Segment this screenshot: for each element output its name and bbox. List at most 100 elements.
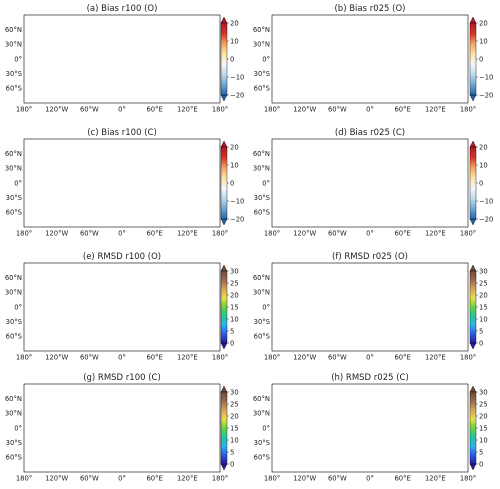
colorbar-body [469,270,477,344]
lon-label: 60°E [394,230,410,238]
lon-label: 0° [366,475,374,483]
lat-label: 0° [14,303,22,311]
lon-label: 120°W [293,475,316,483]
colorbar-tick: 20 [479,291,488,299]
lon-label: 120°E [177,475,198,483]
lat-label: 0° [14,55,22,63]
lat-label: 60°N [5,26,22,34]
colorbar-extend-min [469,94,477,102]
colorbar-tick: 20 [230,291,239,299]
colorbar-extend-max [469,385,477,393]
lon-label: 180° [264,230,280,238]
lat-label: 60°N [253,150,270,158]
colorbar-bias: 20 10 0 −10 −20 [469,16,493,102]
lat-label: 60°N [5,395,22,403]
colorbar-tick: 25 [479,279,488,287]
lat-label: 0° [262,303,270,311]
lon-label: 0° [366,354,374,362]
map-panel-a: (a) Bias r100 (O) 60°N 30°N 0° 30°S 60°S 180° 1… [5,4,228,114]
lat-label: 60°S [6,454,22,462]
lat-label: 30°N [5,289,22,297]
colorbar-bias: 20 10 0 −10 −20 [220,140,244,226]
colorbar-bias: 20 10 0 −10 −20 [220,16,244,102]
lon-label: 60°E [146,354,162,362]
lat-label: 60°S [254,454,270,462]
lat-label: 30°N [253,41,270,49]
lat-label: 60°N [5,274,22,282]
map-panel-c: (c) Bias r100 (C) 60°N 30°N 0° 30°S 60°S 180° 1… [5,128,228,238]
lat-label: 60°N [253,26,270,34]
colorbar-body [469,391,477,465]
lat-label: 60°N [253,395,270,403]
lon-label: 60°W [328,475,347,483]
colorbar-tick: 5 [230,448,234,456]
colorbar-tick: −10 [230,197,244,205]
lon-label: 120°E [425,106,446,114]
lon-label: 0° [118,475,126,483]
colorbar-tick: 20 [479,19,488,27]
map-panel-h: (h) RMSD r025 (C) 60°N 30°N 0° 30°S 60°S 180° 1… [253,373,476,483]
lat-label: 0° [262,424,270,432]
colorbar-extend-min [220,94,228,102]
colorbar-tick: 10 [230,436,239,444]
colorbar-tick: 15 [479,424,488,432]
lon-label: 60°W [328,106,347,114]
lon-label: 0° [118,106,126,114]
lat-label: 30°N [253,165,270,173]
colorbar-tick: −10 [230,73,244,81]
colorbar-extend-min [220,218,228,226]
colorbar-tick: 15 [230,303,239,311]
colorbar-tick: 10 [479,315,488,323]
colorbar-tick: 30 [230,267,239,275]
colorbar-tick: 20 [230,19,239,27]
lat-label: 60°N [5,150,22,158]
panel-title-f: (f) RMSD r025 (O) [332,252,408,262]
lon-label: 120°E [177,106,198,114]
lon-label: 60°W [80,475,99,483]
lon-label: 120°W [45,354,68,362]
map-panel-e: (e) RMSD r100 (O) 60°N 30°N 0° 30°S 60°S 180° 1… [5,252,228,362]
colorbar-tick: −20 [479,215,493,223]
lon-label: 0° [366,106,374,114]
colorbar-tick: 10 [479,161,488,169]
colorbar-tick: 20 [230,412,239,420]
lon-label: 180° [16,230,32,238]
lat-label: 30°S [6,70,22,78]
colorbar-tick: −20 [479,91,493,99]
colorbar-tick: 30 [230,388,239,396]
lon-label: 120°E [425,475,446,483]
panel-title-a: (a) Bias r100 (O) [87,4,158,14]
colorbar-tick: 0 [479,460,483,468]
lon-label: 120°W [45,230,68,238]
colorbar-tick: 0 [230,55,234,63]
lon-label: 180° [264,106,280,114]
lon-label: 0° [366,230,374,238]
colorbar-extend-min [220,463,228,471]
lat-label: 60°S [254,209,270,217]
colorbar-rmsd: 30 25 20 15 10 5 0 [220,385,239,471]
lon-label: 60°W [80,106,99,114]
colorbar-tick: 20 [479,143,488,151]
colorbar-tick: 25 [230,279,239,287]
map-panel-b: (b) Bias r025 (O) 60°N 30°N 0° 30°S 60°S 180° 1… [253,4,476,114]
colorbar-rmsd: 30 25 20 15 10 5 0 [469,385,488,471]
lon-label: 120°E [177,230,198,238]
colorbar-body [220,22,228,96]
lat-label: 60°S [254,85,270,93]
colorbar-tick: −20 [230,91,244,99]
colorbar-tick: 0 [479,339,483,347]
lon-label: 180° [212,475,228,483]
lon-label: 60°W [80,354,99,362]
colorbar-extend-max [220,16,228,24]
panel-title-c: (c) Bias r100 (C) [87,128,157,138]
lon-label: 120°W [45,475,68,483]
lon-label: 60°E [394,475,410,483]
colorbar-tick: −10 [479,197,493,205]
lat-label: 60°S [6,209,22,217]
lon-label: 120°E [425,230,446,238]
lon-label: 60°E [394,354,410,362]
colorbar-tick: 0 [230,339,234,347]
colorbar-tick: 30 [479,388,488,396]
lon-label: 60°W [80,230,99,238]
colorbar-extend-min [469,218,477,226]
